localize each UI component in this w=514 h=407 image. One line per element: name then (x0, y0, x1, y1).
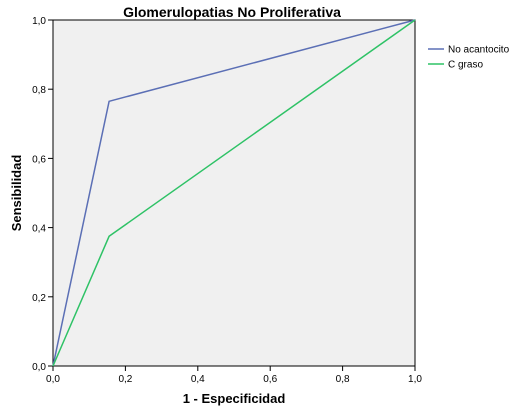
x-tick-label: 0,8 (336, 374, 350, 385)
x-tick-label: 0,2 (118, 374, 132, 385)
y-tick-label: 0,0 (32, 362, 46, 373)
chart-title: Glomerulopatias No Proliferativa (123, 4, 341, 20)
plot-area (52, 19, 416, 367)
series-line-no-acantocito (52, 19, 416, 367)
y-tick-label: 1,0 (32, 16, 46, 27)
legend-item: No acantocito (428, 45, 510, 56)
x-axis-label: 1 - Especificidad (183, 391, 286, 406)
y-tick-label: 0,6 (32, 154, 46, 165)
x-tick-label: 0,6 (263, 374, 277, 385)
x-tick-label: 0,0 (46, 374, 60, 385)
legend-label: C graso (448, 60, 483, 71)
x-axis: 0,0 0,2 0,4 0,6 0,8 1,0 (46, 366, 422, 385)
x-tick-label: 1,0 (408, 374, 422, 385)
y-tick-label: 0,2 (32, 293, 46, 304)
y-axis-label: Sensibilidad (9, 155, 24, 232)
y-axis: 0,0 0,2 0,4 0,6 0,8 1,0 (32, 16, 53, 373)
x-tick-label: 0,4 (191, 374, 205, 385)
legend-item: C graso (428, 60, 483, 71)
legend: No acantocito C graso (428, 45, 510, 71)
y-tick-label: 0,8 (32, 85, 46, 96)
y-tick-label: 0,4 (32, 224, 46, 235)
legend-label: No acantocito (448, 45, 510, 56)
series-lines (52, 19, 416, 367)
series-line-c-graso (52, 19, 416, 367)
